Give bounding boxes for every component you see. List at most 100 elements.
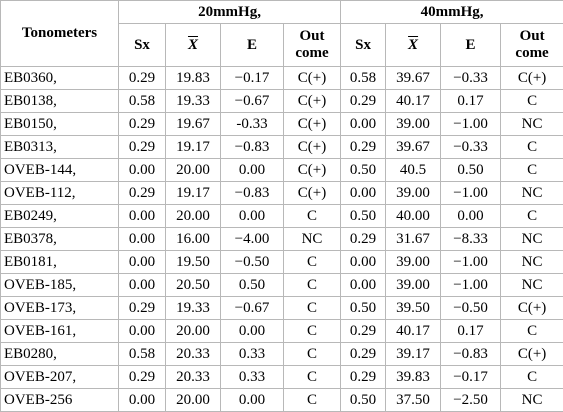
cell: −0.33 — [441, 67, 501, 90]
cell: 0.00 — [119, 228, 166, 251]
cell: 19.17 — [166, 136, 221, 159]
cell: 20.00 — [166, 389, 221, 412]
cell: C — [284, 366, 341, 389]
cell: C — [284, 389, 341, 412]
cell: 0.58 — [341, 67, 386, 90]
cell: 0.00 — [221, 320, 284, 343]
cell: 0.50 — [441, 159, 501, 182]
cell: NC — [501, 274, 563, 297]
cell: 0.33 — [221, 343, 284, 366]
cell: 0.29 — [341, 320, 386, 343]
cell: −0.83 — [441, 343, 501, 366]
cell: 0.29 — [341, 136, 386, 159]
cell: C(+) — [501, 297, 563, 320]
cell: −0.33 — [441, 136, 501, 159]
cell: NC — [501, 389, 563, 412]
cell: −1.00 — [441, 274, 501, 297]
cell: 16.00 — [166, 228, 221, 251]
cell: C(+) — [284, 67, 341, 90]
cell: 0.00 — [341, 182, 386, 205]
cell: 0.00 — [119, 389, 166, 412]
cell: -0.33 — [221, 113, 284, 136]
cell: 0.00 — [119, 320, 166, 343]
cell: C — [501, 90, 563, 113]
column-header: Sx — [341, 24, 386, 67]
cell: 40.17 — [386, 320, 441, 343]
cell: 0.29 — [119, 366, 166, 389]
cell: 0.00 — [221, 389, 284, 412]
cell: 37.50 — [386, 389, 441, 412]
cell: 31.67 — [386, 228, 441, 251]
cell: 19.67 — [166, 113, 221, 136]
cell: 19.83 — [166, 67, 221, 90]
cell: 0.50 — [341, 205, 386, 228]
cell: NC — [501, 228, 563, 251]
cell: 0.00 — [119, 251, 166, 274]
cell: 0.00 — [119, 274, 166, 297]
row-label: OVEB-173, — [1, 297, 119, 320]
cell: 0.29 — [119, 67, 166, 90]
cell: 40.5 — [386, 159, 441, 182]
row-label: EB0249, — [1, 205, 119, 228]
cell: 20.00 — [166, 205, 221, 228]
cell: −0.67 — [221, 90, 284, 113]
cell: −0.17 — [441, 366, 501, 389]
cell: C(+) — [284, 159, 341, 182]
cell: −0.83 — [221, 136, 284, 159]
cell: −8.33 — [441, 228, 501, 251]
cell: 0.00 — [221, 205, 284, 228]
cell: −0.50 — [441, 297, 501, 320]
cell: −0.17 — [221, 67, 284, 90]
row-label: OVEB-185, — [1, 274, 119, 297]
cell: 0.29 — [341, 90, 386, 113]
cell: 19.33 — [166, 90, 221, 113]
cell: 0.33 — [221, 366, 284, 389]
cell: 0.00 — [221, 159, 284, 182]
cell: 39.67 — [386, 67, 441, 90]
cell: 20.00 — [166, 320, 221, 343]
row-label: OVEB-207, — [1, 366, 119, 389]
cell: 0.17 — [441, 320, 501, 343]
cell: NC — [501, 251, 563, 274]
first-header: Tonometers — [1, 1, 119, 67]
cell: 19.33 — [166, 297, 221, 320]
cell: 0.00 — [119, 205, 166, 228]
row-label: EB0150, — [1, 113, 119, 136]
cell: 0.00 — [119, 159, 166, 182]
cell: C — [284, 251, 341, 274]
cell: 0.00 — [441, 205, 501, 228]
cell: C — [501, 159, 563, 182]
row-label: OVEB-144, — [1, 159, 119, 182]
cell: C(+) — [284, 136, 341, 159]
cell: 0.50 — [221, 274, 284, 297]
cell: −0.50 — [221, 251, 284, 274]
cell: 0.29 — [341, 228, 386, 251]
row-label: EB0181, — [1, 251, 119, 274]
cell: −0.83 — [221, 182, 284, 205]
cell: 20.33 — [166, 343, 221, 366]
cell: 39.00 — [386, 182, 441, 205]
row-label: OVEB-161, — [1, 320, 119, 343]
cell: 39.00 — [386, 274, 441, 297]
cell: 39.83 — [386, 366, 441, 389]
column-header: Out come — [284, 24, 341, 67]
cell: NC — [284, 228, 341, 251]
group-header: 20mmHg, — [119, 1, 341, 24]
cell: C — [284, 274, 341, 297]
column-header: E — [441, 24, 501, 67]
cell: C — [284, 297, 341, 320]
row-label: EB0280, — [1, 343, 119, 366]
cell: 0.29 — [119, 182, 166, 205]
cell: −4.00 — [221, 228, 284, 251]
cell: 0.50 — [341, 159, 386, 182]
cell: 20.00 — [166, 159, 221, 182]
